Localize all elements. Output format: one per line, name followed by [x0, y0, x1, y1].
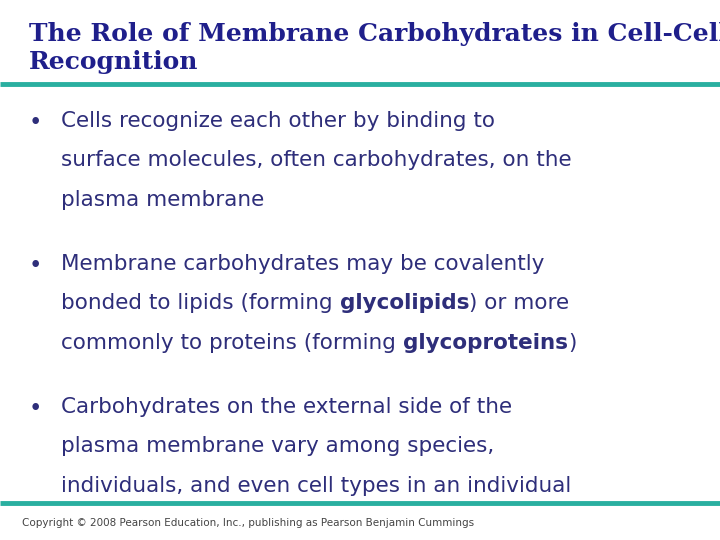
Text: Carbohydrates on the external side of the: Carbohydrates on the external side of th… [61, 397, 513, 417]
Text: plasma membrane: plasma membrane [61, 190, 264, 210]
Text: The Role of Membrane Carbohydrates in Cell-Cell
Recognition: The Role of Membrane Carbohydrates in Ce… [29, 22, 720, 75]
Text: glycoproteins: glycoproteins [403, 333, 568, 353]
Text: •: • [29, 397, 42, 420]
Text: •: • [29, 254, 42, 277]
Text: ): ) [568, 333, 576, 353]
Text: ) or more: ) or more [469, 293, 570, 313]
Text: bonded to lipids (forming: bonded to lipids (forming [61, 293, 340, 313]
Text: plasma membrane vary among species,: plasma membrane vary among species, [61, 436, 495, 456]
Text: commonly to proteins (forming: commonly to proteins (forming [61, 333, 403, 353]
Text: surface molecules, often carbohydrates, on the: surface molecules, often carbohydrates, … [61, 150, 572, 170]
Text: Membrane carbohydrates may be covalently: Membrane carbohydrates may be covalently [61, 254, 544, 274]
Text: •: • [29, 111, 42, 134]
Text: Cells recognize each other by binding to: Cells recognize each other by binding to [61, 111, 495, 131]
Text: glycolipids: glycolipids [340, 293, 469, 313]
Text: Copyright © 2008 Pearson Education, Inc., publishing as Pearson Benjamin Cumming: Copyright © 2008 Pearson Education, Inc.… [22, 518, 474, 528]
Text: individuals, and even cell types in an individual: individuals, and even cell types in an i… [61, 476, 572, 496]
